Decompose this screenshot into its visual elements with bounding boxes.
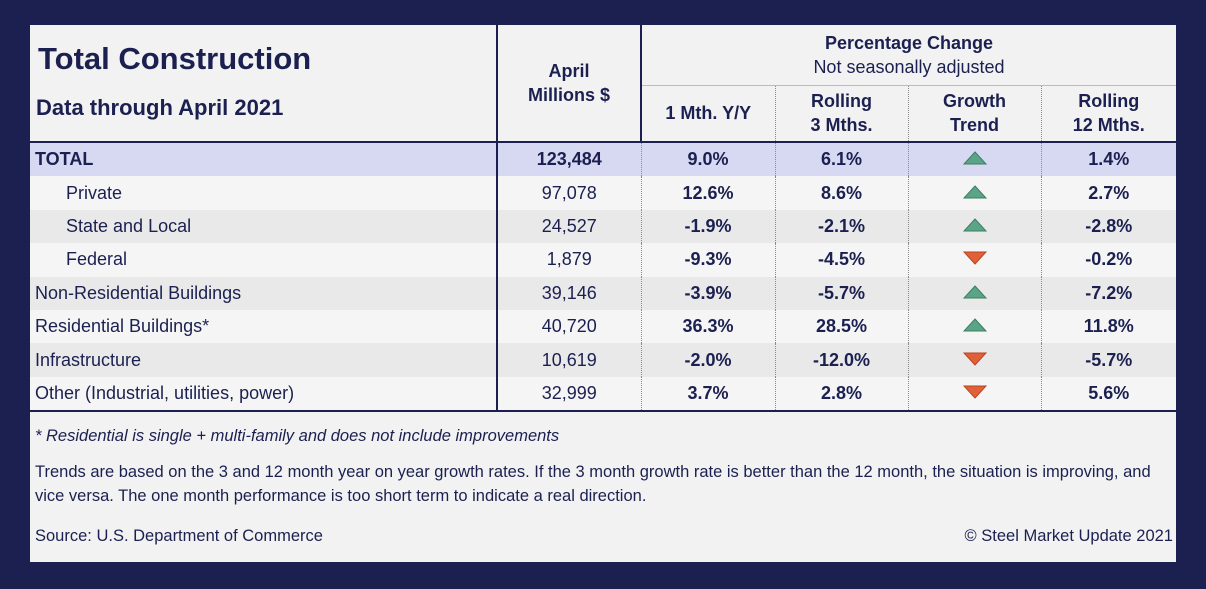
pct-cell: -9.3% (640, 243, 775, 277)
row-label: Private (30, 176, 497, 210)
header-line: Millions $ (527, 85, 610, 105)
value-cell: 10,619 (496, 343, 641, 377)
trend-down (962, 251, 987, 266)
row: State and Local 24,527 -1.9% -2.1% -2.8% (30, 209, 1176, 244)
pct-cell: 28.5% (774, 309, 908, 344)
footnote: * Residential is single + multi-family a… (35, 427, 560, 445)
panel: Total Construction Data through April 20… (30, 25, 1176, 562)
trend-cell (907, 243, 1041, 277)
header-line: Percentage Change (824, 32, 994, 53)
header-line: Not seasonally adjusted (813, 56, 1005, 77)
row-label: Residential Buildings* (30, 309, 497, 344)
trend-cell (907, 376, 1041, 412)
pct-cell: -12.0% (774, 343, 908, 377)
value-cell: 123,484 (496, 142, 641, 177)
trend-up (962, 184, 987, 199)
pct-cell: 2.8% (774, 376, 908, 412)
trend-up (962, 318, 987, 332)
value-header: April Millions $ (496, 25, 641, 142)
pct-cell: 2.7% (1040, 176, 1176, 210)
trend-cell (907, 176, 1041, 210)
row: Federal 1,879 -9.3% -4.5% -0.2% (30, 243, 1176, 277)
row: Non-Residential Buildings 39,146 -3.9% -5.7… (30, 276, 1176, 310)
pct-cell: 12.6% (640, 176, 775, 210)
title-cell: Total Construction Data through April 20… (30, 25, 497, 142)
value-cell: 40,720 (496, 309, 641, 344)
row-label: Federal (30, 243, 497, 277)
pct-cell: 8.6% (774, 176, 908, 210)
pct-cell: -4.5% (774, 243, 908, 277)
pct-cell: -2.0% (640, 343, 775, 377)
pct-cell: 9.0% (640, 142, 775, 177)
group-header: Percentage Change Not seasonally adjusted (640, 25, 1176, 86)
pct-cell: 5.6% (1040, 376, 1176, 412)
row-label: Non-Residential Buildings (30, 276, 497, 310)
row: Infrastructure 10,619 -2.0% -12.0% -5.7% (30, 343, 1176, 377)
header-line: April (548, 61, 590, 81)
trend-cell (907, 276, 1041, 310)
pct-cell: 3.7% (640, 376, 775, 412)
row: TOTAL 123,484 9.0% 6.1% 1.4% (30, 142, 1176, 177)
explanation: Trends are based on the 3 and 12 month y… (35, 463, 1151, 505)
value-cell: 24,527 (496, 209, 641, 244)
trend-up (962, 151, 987, 165)
row: Residential Buildings* 40,720 36.3% 28.5% 11… (30, 309, 1176, 344)
row-label: Infrastructure (30, 343, 497, 377)
copyright: © Steel Market Update 2021 (964, 527, 1173, 545)
subtitle: Data through April 2021 (36, 95, 284, 120)
column-header: 1 Mth. Y/Y (640, 85, 775, 142)
trend-cell (907, 309, 1041, 344)
column-header: Rolling 3 Mths. (774, 85, 908, 142)
trend-cell (907, 209, 1041, 244)
row-label: State and Local (30, 209, 497, 244)
pct-cell: -0.2% (1040, 243, 1176, 277)
value-cell: 97,078 (496, 176, 641, 210)
pct-cell: 6.1% (774, 142, 908, 177)
pct-cell: -2.1% (774, 209, 908, 244)
pct-cell: -7.2% (1040, 276, 1176, 310)
trend-down (962, 352, 987, 366)
source: Source: U.S. Department of Commerce (35, 527, 323, 545)
row: Other (Industrial, utilities, power) 32,9… (30, 376, 1176, 412)
header-line: Rolling (811, 91, 872, 112)
trend-up (962, 285, 987, 299)
pct-cell: 1.4% (1040, 142, 1176, 177)
title: Total Construction (38, 41, 312, 76)
header-line: Trend (949, 115, 999, 136)
pct-cell: 11.8% (1040, 309, 1176, 344)
header-line: 3 Mths. (810, 115, 873, 136)
value-cell: 1,879 (496, 243, 641, 277)
row-label: TOTAL (30, 142, 497, 177)
value-cell: 39,146 (496, 276, 641, 310)
source-row: Source: U.S. Department of Commerce © St… (35, 527, 1173, 546)
pct-cell: -2.8% (1040, 209, 1176, 244)
row-label: Other (Industrial, utilities, power) (30, 376, 497, 412)
trend-cell (907, 142, 1041, 177)
pct-cell: -3.9% (640, 276, 775, 310)
header-line: 12 Mths. (1072, 115, 1145, 136)
pct-cell: -1.9% (640, 209, 775, 244)
header-line: Rolling (1078, 91, 1140, 112)
trend-down (962, 385, 987, 399)
value-cell: 32,999 (496, 376, 641, 412)
table: Total Construction Data through April 20… (30, 25, 1176, 412)
notes: * Residential is single + multi-family a… (35, 427, 1173, 546)
trend-up (962, 218, 987, 232)
pct-cell: -5.7% (774, 276, 908, 310)
row: Private 97,078 12.6% 8.6% 2.7% (30, 176, 1176, 210)
column-header: Growth Trend (907, 85, 1041, 142)
pct-cell: -5.7% (1040, 343, 1176, 377)
pct-cell: 36.3% (640, 309, 775, 344)
column-header: Rolling 12 Mths. (1040, 85, 1176, 142)
header-line: 1 Mth. Y/Y (665, 103, 752, 124)
header-line: Growth (943, 91, 1006, 112)
trend-cell (907, 343, 1041, 377)
